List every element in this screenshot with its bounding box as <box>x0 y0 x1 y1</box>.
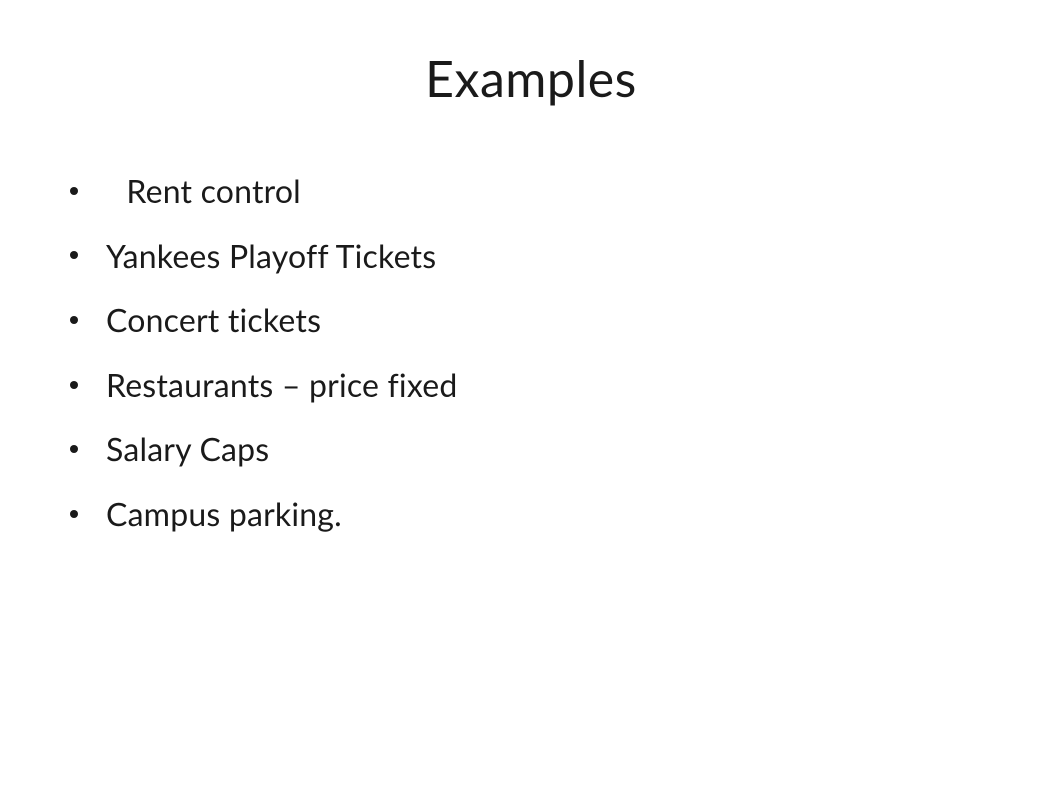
bullet-text: Rent control <box>106 166 301 216</box>
bullet-icon <box>70 251 78 259</box>
bullet-text: Concert tickets <box>106 295 321 345</box>
bullet-icon <box>70 316 78 324</box>
bullet-icon <box>70 445 78 453</box>
list-item: Campus parking. <box>70 489 1002 539</box>
list-item: Yankees Playoff Tickets <box>70 231 1002 281</box>
list-item: Concert tickets <box>70 295 1002 345</box>
bullet-text: Salary Caps <box>106 424 269 474</box>
bullet-text: Campus parking. <box>106 489 342 539</box>
bullet-icon <box>70 510 78 518</box>
bullet-text: Restaurants – price fixed <box>106 360 457 410</box>
bullet-list: Rent control Yankees Playoff Tickets Con… <box>60 166 1002 539</box>
list-item: Restaurants – price fixed <box>70 360 1002 410</box>
list-item: Rent control <box>70 166 1002 216</box>
list-item: Salary Caps <box>70 424 1002 474</box>
bullet-icon <box>70 187 78 195</box>
bullet-icon <box>70 381 78 389</box>
bullet-text: Yankees Playoff Tickets <box>106 231 436 281</box>
slide-title: Examples <box>60 48 1002 108</box>
